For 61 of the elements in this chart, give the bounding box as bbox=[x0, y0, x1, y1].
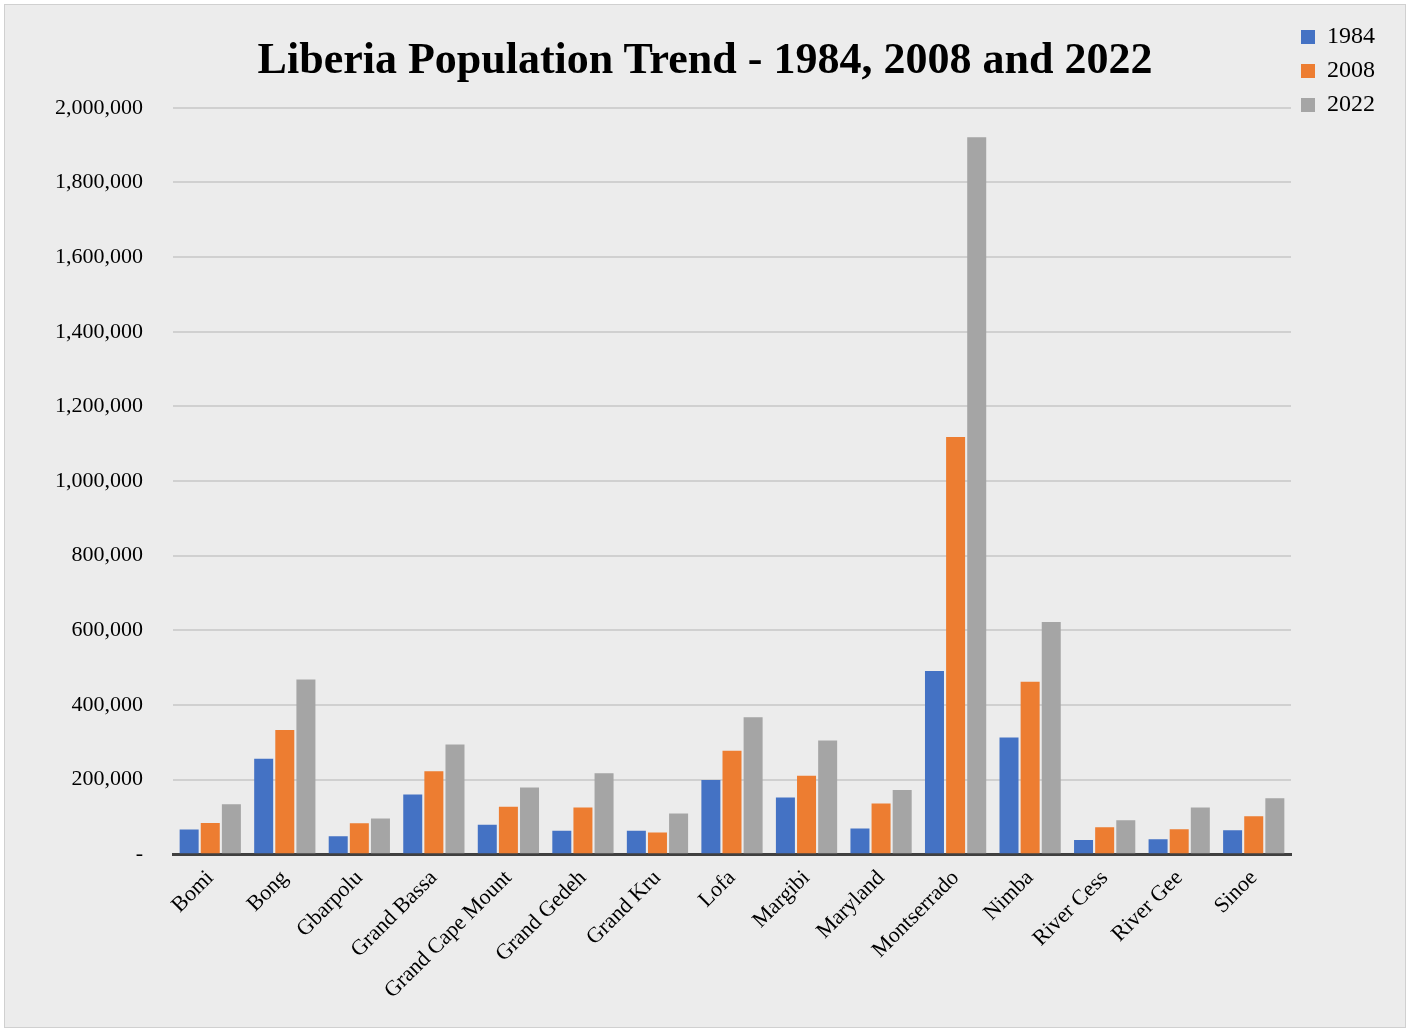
bar bbox=[254, 758, 274, 854]
bar bbox=[924, 670, 944, 854]
y-tick-label: 1,200,000 bbox=[55, 392, 143, 418]
bar bbox=[552, 830, 572, 854]
bar bbox=[328, 836, 348, 854]
y-tick-label: 1,000,000 bbox=[55, 466, 143, 492]
bar bbox=[1190, 807, 1210, 854]
bar bbox=[296, 679, 316, 854]
bar bbox=[1169, 829, 1189, 854]
bar bbox=[1074, 840, 1094, 854]
y-tick-label: 200,000 bbox=[71, 765, 143, 791]
bar bbox=[477, 824, 497, 854]
x-tick-label: Lofa bbox=[692, 864, 740, 912]
bar bbox=[1223, 830, 1243, 854]
bar bbox=[275, 729, 295, 854]
bar bbox=[221, 804, 241, 854]
bar bbox=[1244, 816, 1264, 854]
bar bbox=[179, 829, 199, 854]
bar bbox=[594, 773, 614, 854]
bar bbox=[1116, 820, 1136, 854]
y-tick-label: 2,000,000 bbox=[55, 93, 143, 119]
bar bbox=[424, 771, 444, 854]
bar bbox=[967, 137, 987, 854]
bar bbox=[722, 750, 742, 854]
bar bbox=[892, 790, 912, 854]
legend-label: 1984 bbox=[1327, 22, 1375, 49]
bar bbox=[1020, 681, 1040, 854]
bar bbox=[1265, 798, 1285, 854]
bar bbox=[669, 813, 689, 854]
bar bbox=[1041, 622, 1061, 854]
y-tick-label: 1,400,000 bbox=[55, 317, 143, 343]
bar bbox=[743, 717, 763, 854]
bar bbox=[818, 740, 838, 854]
bar bbox=[520, 787, 540, 854]
legend-label: 2022 bbox=[1327, 90, 1375, 117]
y-tick-label: 400,000 bbox=[71, 690, 143, 716]
bar bbox=[200, 822, 220, 854]
bar bbox=[647, 832, 667, 854]
bar bbox=[946, 436, 966, 854]
bar bbox=[775, 797, 795, 854]
y-tick-label: 800,000 bbox=[71, 541, 143, 567]
y-tick-label: - bbox=[135, 840, 143, 866]
bar bbox=[797, 775, 817, 854]
bar bbox=[626, 830, 646, 854]
y-tick-label: 600,000 bbox=[71, 616, 143, 642]
bar bbox=[701, 779, 721, 854]
chart-title: Liberia Population Trend - 1984, 2008 and 2022 bbox=[257, 33, 1153, 83]
bar bbox=[573, 807, 593, 854]
bar bbox=[999, 737, 1019, 854]
legend-label: 2008 bbox=[1327, 56, 1375, 83]
bar bbox=[370, 818, 390, 854]
bar bbox=[349, 823, 369, 854]
bar bbox=[498, 806, 518, 854]
bar bbox=[1148, 839, 1168, 854]
y-tick-label: 1,600,000 bbox=[55, 242, 143, 268]
bar bbox=[403, 794, 423, 854]
bar bbox=[445, 744, 465, 854]
bar bbox=[871, 803, 891, 854]
y-tick-label: 1,800,000 bbox=[55, 168, 143, 194]
bar bbox=[850, 828, 870, 854]
bar bbox=[1095, 827, 1115, 854]
